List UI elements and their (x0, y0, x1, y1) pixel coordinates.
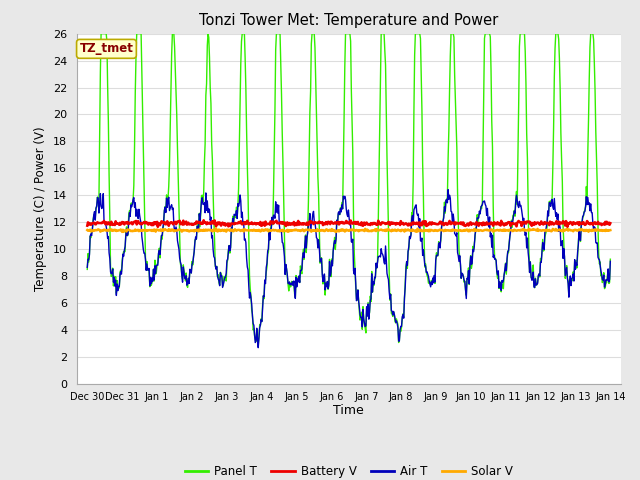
Battery V (229, 221, 237, 227)
Panel T (200, 160, 208, 166)
Line: Panel T: Panel T (87, 34, 611, 345)
Line: Solar V: Solar V (87, 228, 611, 232)
X-axis label: Time: Time (333, 405, 364, 418)
Solar V (413, 226, 421, 231)
Panel T (607, 256, 614, 262)
Air T (83, 264, 91, 270)
Battery V (413, 221, 421, 227)
Panel T (429, 276, 436, 282)
Battery V (429, 221, 436, 227)
Y-axis label: Temperature (C) / Power (V): Temperature (C) / Power (V) (35, 127, 47, 291)
Air T (200, 202, 207, 207)
Panel T (228, 226, 236, 231)
Panel T (97, 31, 105, 36)
Solar V (200, 227, 207, 233)
Line: Air T: Air T (87, 190, 611, 348)
Solar V (147, 228, 154, 233)
Panel T (83, 266, 91, 272)
Battery V (607, 220, 614, 226)
Panel T (413, 31, 421, 36)
Battery V (147, 221, 154, 227)
Panel T (147, 283, 155, 288)
Air T (607, 258, 614, 264)
Title: Tonzi Tower Met: Temperature and Power: Tonzi Tower Met: Temperature and Power (199, 13, 499, 28)
Line: Battery V: Battery V (87, 220, 611, 227)
Battery V (93, 220, 100, 226)
Air T (147, 275, 154, 280)
Air T (428, 282, 436, 288)
Battery V (201, 219, 209, 225)
Air T (254, 345, 262, 350)
Text: TZ_tmet: TZ_tmet (79, 42, 133, 55)
Air T (227, 225, 235, 230)
Battery V (154, 224, 162, 230)
Air T (93, 203, 100, 209)
Panel T (254, 342, 262, 348)
Solar V (93, 228, 100, 233)
Legend: Panel T, Battery V, Air T, Solar V: Panel T, Battery V, Air T, Solar V (180, 461, 518, 480)
Air T (444, 187, 452, 192)
Solar V (228, 228, 236, 234)
Solar V (83, 227, 91, 233)
Panel T (93, 204, 100, 210)
Solar V (429, 228, 436, 233)
Battery V (200, 217, 207, 223)
Solar V (332, 229, 340, 235)
Solar V (607, 227, 614, 233)
Solar V (212, 226, 220, 231)
Air T (413, 210, 420, 216)
Battery V (83, 223, 91, 228)
